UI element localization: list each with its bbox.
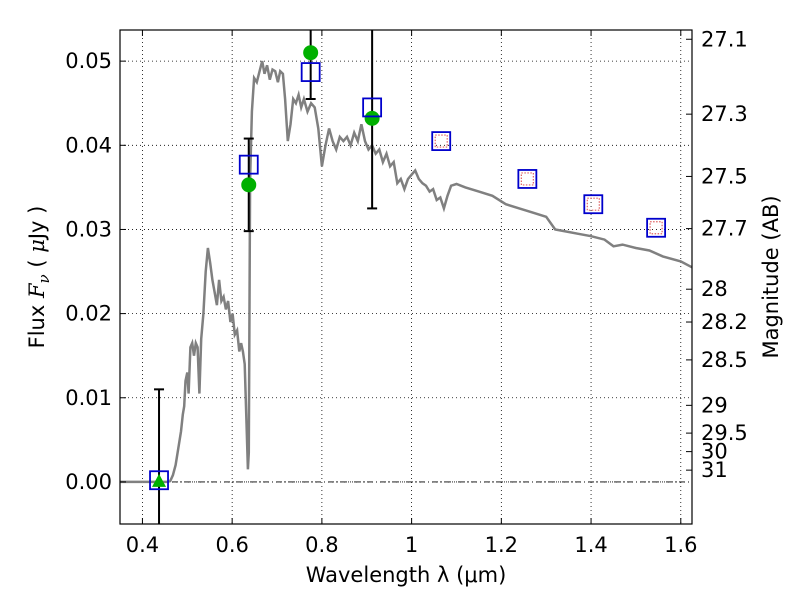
right-tick-label: 29.5 bbox=[701, 421, 748, 445]
model-square-marker bbox=[431, 131, 452, 151]
x-axis-ticks: 0.4 0.6 0.8 1 1.2 1.4 1.6 bbox=[126, 30, 697, 557]
y-tick-label: 0.01 bbox=[65, 386, 112, 410]
plot-frame bbox=[119, 29, 693, 525]
y-tick-label: 0.00 bbox=[65, 470, 112, 494]
model-square-marker bbox=[362, 97, 383, 118]
model-square-marker bbox=[646, 217, 667, 238]
y-tick-label: 0.02 bbox=[65, 302, 112, 326]
model-photometry-squares bbox=[149, 62, 667, 491]
x-tick-label: 1.6 bbox=[664, 533, 697, 557]
right-tick-label: 27.7 bbox=[701, 217, 748, 241]
right-tick-label: 27.5 bbox=[701, 164, 748, 188]
right-tick-label: 28.2 bbox=[701, 310, 748, 334]
observed-circle-marker bbox=[303, 45, 319, 61]
x-tick-label: 0.4 bbox=[126, 533, 159, 557]
inner-dotted-square-marker bbox=[649, 221, 663, 235]
sed-model-curve bbox=[120, 60, 693, 484]
observed-points bbox=[152, 45, 380, 487]
observed-circle-marker bbox=[241, 177, 257, 193]
inner-dotted-square-marker bbox=[434, 134, 448, 148]
x-tick-label: 1.4 bbox=[574, 533, 607, 557]
x-tick-label: 1 bbox=[405, 533, 418, 557]
model-square-marker bbox=[149, 470, 169, 491]
right-tick-label: 28.5 bbox=[701, 348, 748, 372]
right-axis-title: Magnitude (AB) bbox=[759, 195, 783, 358]
inner-dotted-square-marker bbox=[520, 172, 534, 186]
x-axis-title: Wavelength λ (μm) bbox=[306, 563, 507, 587]
x-tick-label: 0.6 bbox=[215, 533, 248, 557]
y-tick-label: 0.03 bbox=[65, 217, 112, 241]
grid-lines bbox=[120, 30, 692, 524]
y-axis-title: Flux Fν ( μJy ) bbox=[25, 206, 53, 349]
model-square-marker bbox=[517, 169, 538, 189]
y-tick-label: 0.05 bbox=[65, 49, 112, 73]
right-tick-label: 27.3 bbox=[701, 102, 748, 126]
model-square-marker bbox=[300, 62, 321, 82]
error-bars bbox=[154, 30, 378, 524]
right-tick-label: 27.1 bbox=[701, 27, 748, 51]
y-axis-ticks: 0.00 0.01 0.02 0.03 0.04 0.05 bbox=[65, 49, 126, 494]
right-tick-label: 29 bbox=[701, 393, 728, 417]
observed-triangle-marker bbox=[152, 473, 167, 487]
x-tick-label: 1.2 bbox=[485, 533, 518, 557]
x-tick-label: 0.8 bbox=[305, 533, 338, 557]
right-tick-label: 31 bbox=[701, 458, 728, 482]
model-square-marker bbox=[583, 194, 604, 215]
model-square-marker bbox=[238, 154, 259, 175]
inner-dotted-square-marker bbox=[586, 197, 600, 211]
observed-circle-marker bbox=[364, 110, 380, 126]
y-tick-label: 0.04 bbox=[65, 133, 112, 157]
right-tick-label: 28 bbox=[701, 277, 728, 301]
right-tick-label: 30 bbox=[701, 440, 728, 464]
